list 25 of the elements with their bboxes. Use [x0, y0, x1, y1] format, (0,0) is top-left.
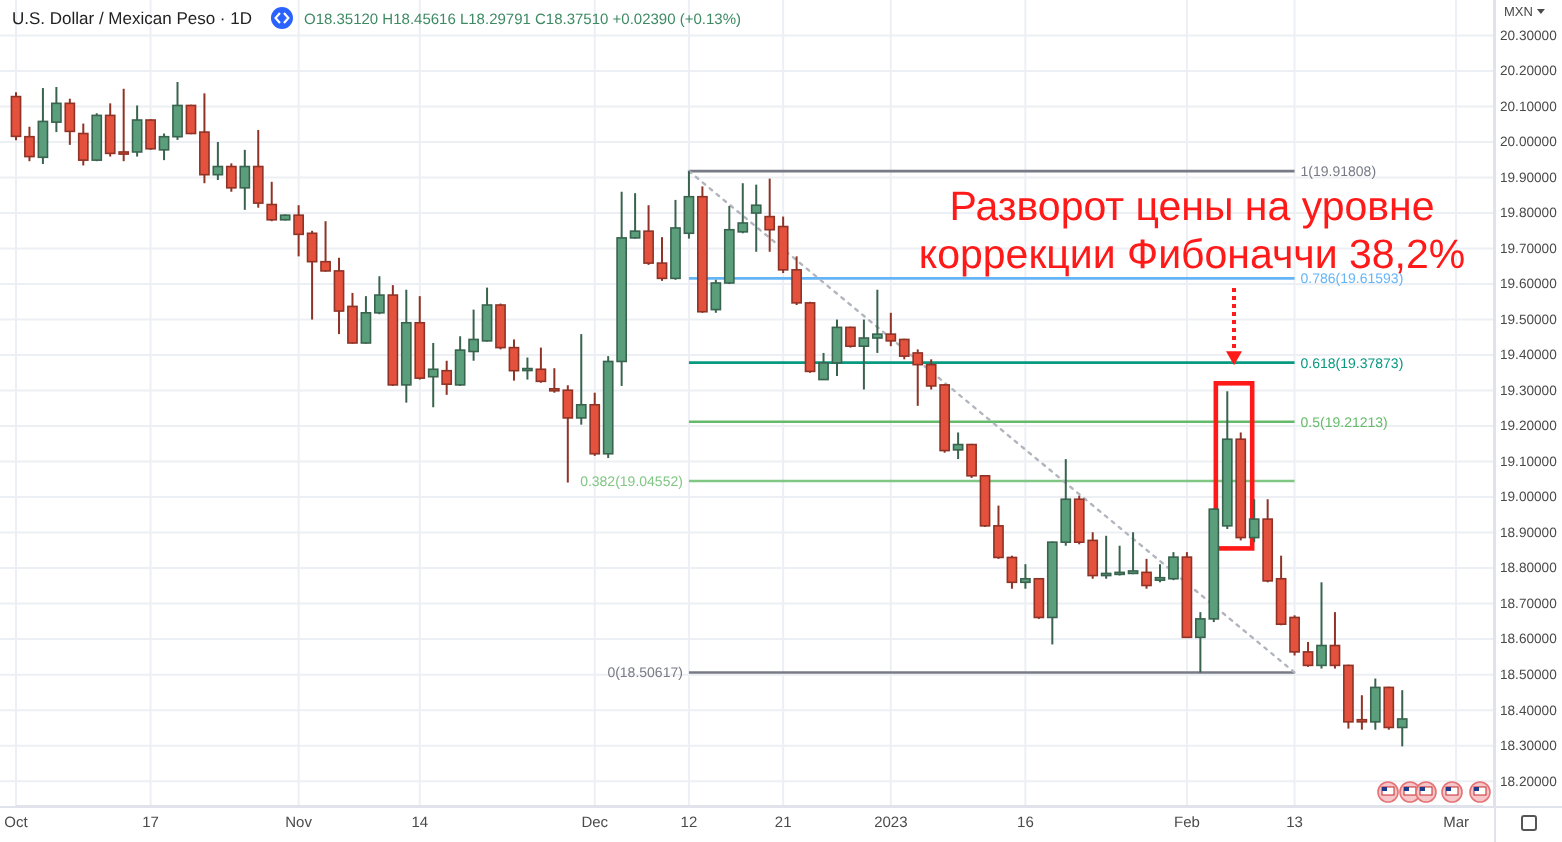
candlestick [1316, 581, 1327, 670]
candlestick [1383, 685, 1395, 731]
candlestick [1020, 563, 1031, 590]
candlestick [91, 112, 103, 163]
candlestick [1396, 689, 1408, 748]
text: U.S. Dollar / Mexican Peso · 1D [12, 8, 252, 28]
candlestick [131, 104, 143, 158]
candlestick [535, 346, 547, 384]
candlestick [1141, 557, 1152, 590]
candlestick [77, 122, 89, 167]
candlestick [441, 359, 453, 396]
candlestick [64, 97, 76, 146]
candlestick [1248, 498, 1260, 544]
candlestick [252, 128, 264, 209]
candlestick [575, 333, 587, 426]
candlestick [952, 431, 964, 461]
candlestick [266, 180, 278, 223]
candlestick [427, 341, 439, 409]
candlestick [750, 183, 762, 253]
candlestick [145, 118, 156, 151]
candlestick [1033, 577, 1045, 620]
candlestick [1369, 677, 1381, 731]
candlestick [522, 356, 533, 381]
candlestick [239, 148, 251, 211]
candlestick [225, 162, 237, 193]
